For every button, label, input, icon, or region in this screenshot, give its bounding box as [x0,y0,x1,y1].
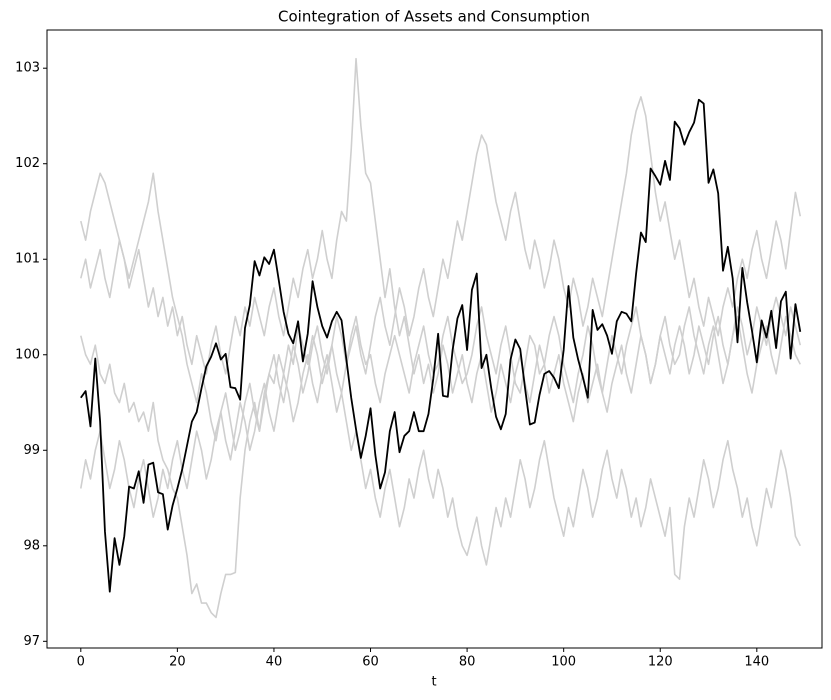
x-axis-label: t [431,675,436,690]
x-tick-label: 100 [551,655,576,670]
x-tick-label: 40 [266,655,283,670]
y-tick-label: 99 [23,443,40,458]
y-tick-label: 97 [23,634,40,649]
x-tick-label: 60 [362,655,379,670]
y-tick-label: 100 [15,347,40,362]
x-tick-label: 0 [77,655,85,670]
plot-frame [46,29,823,649]
y-tick-label: 103 [15,61,40,76]
y-tick-label: 98 [23,538,40,553]
x-tick-label: 140 [744,655,769,670]
series-line [80,98,802,593]
chart-title: Cointegration of Assets and Consumption [278,8,590,26]
series-line [80,353,801,581]
x-tick-label: 120 [648,655,673,670]
x-tick-label: 20 [169,655,186,670]
series-line [80,96,802,452]
y-tick-label: 102 [15,156,40,171]
y-tick-label: 101 [15,252,40,267]
series-line [80,306,801,619]
x-tick-label: 80 [459,655,476,670]
